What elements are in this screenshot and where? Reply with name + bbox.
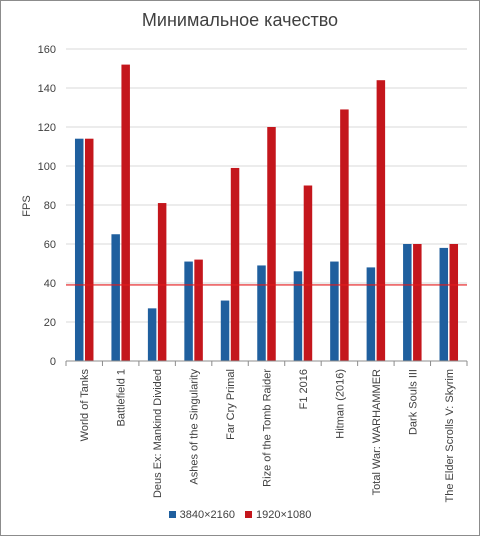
bar-1920-10: [449, 244, 459, 361]
y-tick-label: 140: [38, 83, 56, 95]
category-label: Ashes of the Singularity: [189, 369, 201, 485]
category-label: Rize of the Tomb Raider: [262, 369, 274, 487]
bar-3840-4: [220, 300, 230, 361]
bar-3840-8: [366, 267, 376, 361]
bar-3840-3: [184, 261, 193, 361]
category-label: Deus Ex: Mankind Divided: [152, 369, 164, 498]
bar-1920-8: [376, 80, 386, 361]
category-label: Hitman (2016): [334, 369, 346, 439]
grid-lines: [66, 48, 467, 323]
category-label: Dark Souls III: [407, 369, 419, 435]
bar-3840-10: [439, 247, 449, 361]
category-labels: World of Tanks Battlefield 1 Deus Ex: Mank…: [79, 369, 456, 503]
y-tick-label: 40: [44, 278, 56, 290]
legend-swatch: [245, 511, 252, 518]
category-label: Far Cry Primal: [225, 369, 237, 440]
y-tick-label: 20: [44, 317, 56, 329]
bar-3840-7: [330, 261, 339, 361]
y-tick-label: 80: [44, 200, 56, 212]
category-label: Battlefield 1: [116, 369, 128, 426]
bar-3840-6: [293, 271, 303, 361]
legend-label: 1920×1080: [256, 509, 312, 521]
category-label: World of Tanks: [79, 369, 91, 442]
bar-1920-3: [194, 259, 203, 361]
bar-1920-1: [121, 64, 130, 361]
y-tick-label: 0: [50, 356, 56, 368]
bar-1920-2: [157, 203, 167, 361]
legend-item: 1920×1080: [245, 509, 311, 521]
bar-3840-0: [74, 138, 84, 361]
bar-1920-5: [267, 127, 276, 361]
legend: 3840×2160 1920×1080: [0, 509, 480, 521]
bar-3840-1: [111, 234, 120, 361]
y-tick-label: 100: [38, 161, 56, 173]
y-axis-label: FPS: [21, 195, 33, 216]
y-tick-label: 120: [38, 122, 56, 134]
category-label: Total War: WARHAMMER: [371, 369, 383, 495]
bar-3840-9: [403, 244, 412, 361]
y-tick-label: 160: [38, 44, 56, 56]
y-axis-ticks: 0 20 40 60 80 100 120 140 160: [38, 44, 56, 368]
bar-1920-0: [84, 138, 94, 361]
y-tick-label: 60: [44, 239, 56, 251]
chart-title: Минимальное качество: [141, 10, 339, 30]
bar-1920-7: [340, 109, 349, 361]
legend-label: 3840×2160: [179, 509, 235, 521]
bar-3840-2: [147, 308, 157, 361]
legend-item: 3840×2160: [168, 509, 235, 521]
category-label: F1 2016: [298, 369, 310, 409]
category-label: The Elder Scrolls V: Skyrim: [444, 369, 456, 502]
x-axis: [65, 360, 468, 366]
bar-1920-9: [413, 244, 422, 361]
bar-1920-4: [230, 167, 240, 361]
legend-swatch: [168, 511, 176, 518]
bars: [74, 64, 459, 361]
bar-3840-5: [257, 265, 266, 361]
bar-1920-6: [303, 185, 313, 361]
